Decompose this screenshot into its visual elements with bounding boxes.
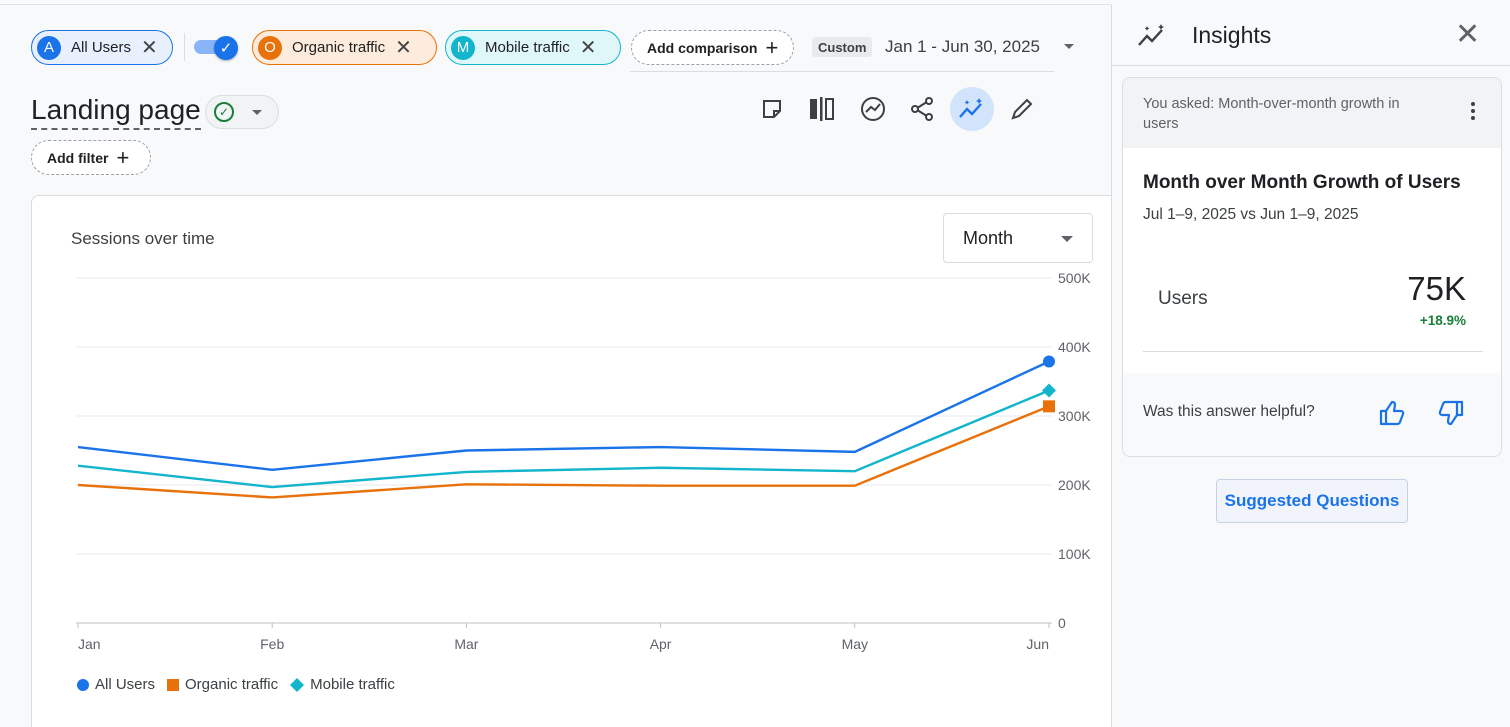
y-tick-label: 300K	[1058, 408, 1091, 424]
segment-avatar: M	[451, 35, 475, 60]
report-status-dropdown[interactable]: ✓	[205, 95, 279, 129]
close-icon[interactable]: ✕	[579, 36, 597, 59]
chart-title: Sessions over time	[71, 229, 215, 248]
x-tick-label: Mar	[454, 636, 478, 652]
check-icon: ✓	[214, 36, 238, 60]
more-vert-icon[interactable]	[1471, 102, 1475, 120]
data-point	[1043, 400, 1055, 413]
series-line	[77, 389, 1050, 489]
page-title[interactable]: Landing page	[31, 94, 201, 130]
y-tick-label: 0	[1058, 615, 1066, 631]
legend-item-organic-traffic: Organic traffic	[167, 676, 278, 693]
chip-label: Organic traffic	[292, 39, 386, 56]
compare-icon[interactable]	[802, 89, 842, 129]
note-icon[interactable]	[752, 89, 792, 129]
chevron-down-icon[interactable]	[1064, 44, 1074, 49]
add-filter-button[interactable]: Add filter +	[31, 140, 151, 175]
date-custom-badge: Custom	[812, 37, 873, 57]
top-divider	[0, 4, 1110, 5]
plus-icon: +	[116, 144, 130, 170]
legend-square-marker	[167, 678, 180, 691]
insights-header	[1111, 4, 1510, 66]
data-point	[1043, 355, 1055, 368]
check-circle-icon: ✓	[214, 102, 234, 122]
legend-item-mobile-traffic: Mobile traffic	[290, 676, 395, 693]
y-tick-label: 400K	[1058, 339, 1091, 355]
asked-question: You asked: Month-over-month growth in us…	[1123, 78, 1501, 148]
legend-label: All Users	[95, 676, 156, 693]
add-comparison-button[interactable]: Add comparison +	[631, 30, 794, 65]
x-tick-label: Feb	[260, 636, 284, 652]
comparison-chip-all-users[interactable]: A All Users ✕	[31, 30, 173, 65]
comparison-chip-organic-traffic[interactable]: O Organic traffic ✕	[252, 30, 437, 65]
series-line	[77, 360, 1050, 472]
insights-trend-icon[interactable]	[853, 89, 893, 129]
chip-separator	[184, 33, 185, 61]
insights-title: Insights	[1192, 22, 1272, 48]
insight-period: Jul 1–9, 2025 vs Jun 1–9, 2025	[1143, 206, 1359, 223]
metric-label: Users	[1158, 288, 1208, 309]
legend-label: Mobile traffic	[310, 676, 395, 693]
add-filter-label: Add filter	[47, 149, 109, 166]
feedback-prompt: Was this answer helpful?	[1143, 403, 1315, 420]
suggested-questions-button[interactable]: Suggested Questions	[1216, 479, 1408, 523]
ai-insights-icon[interactable]	[950, 87, 994, 131]
thumb-down-icon[interactable]	[1437, 399, 1465, 427]
legend-label: Organic traffic	[185, 676, 279, 693]
segment-avatar: A	[37, 35, 61, 60]
metric-delta: +18.9%	[1419, 313, 1466, 328]
close-icon[interactable]: ✕	[141, 36, 158, 59]
plus-icon: +	[765, 34, 779, 60]
x-tick-label: Jan	[78, 636, 101, 652]
chart-legend: All Users Organic traffic Mobile traffic	[77, 676, 407, 693]
data-point	[1042, 383, 1056, 398]
chevron-down-icon	[1061, 236, 1073, 242]
share-icon[interactable]	[902, 89, 942, 129]
comparison-chip-mobile-traffic[interactable]: M Mobile traffic ✕	[445, 30, 621, 65]
y-tick-label: 100K	[1058, 546, 1091, 562]
date-range-picker[interactable]: Jan 1 - Jun 30, 2025	[885, 37, 1041, 56]
granularity-select[interactable]: Month	[943, 213, 1093, 263]
close-icon[interactable]: ✕	[395, 36, 412, 59]
legend-circle-marker	[77, 678, 89, 691]
comparison-toggle[interactable]: ✓	[194, 36, 238, 60]
granularity-value: Month	[963, 227, 1014, 248]
insight-heading: Month over Month Growth of Users	[1143, 172, 1461, 193]
thumb-up-icon[interactable]	[1378, 399, 1406, 427]
x-tick-label: Apr	[650, 636, 672, 652]
x-tick-label: May	[842, 636, 868, 652]
add-comparison-label: Add comparison	[647, 39, 758, 56]
chip-label: All Users	[71, 39, 132, 56]
edit-icon[interactable]	[1002, 89, 1042, 129]
insight-divider	[1143, 351, 1483, 352]
insight-card: You asked: Month-over-month growth in us…	[1122, 77, 1502, 457]
chevron-down-icon	[252, 109, 262, 115]
sessions-chart: 0 100K 200K 300K 400K 500K Jan Feb Mar Apr May Jun	[76, 270, 1091, 652]
series-line	[77, 405, 1050, 499]
segment-avatar: O	[258, 35, 282, 60]
chart-card	[31, 195, 1111, 727]
x-tick-label: Jun	[1026, 636, 1049, 652]
y-tick-label: 500K	[1058, 270, 1091, 286]
chip-row-divider	[630, 71, 1054, 72]
feedback-row: Was this answer helpful?	[1123, 373, 1501, 456]
ai-insights-icon	[1138, 24, 1164, 46]
legend-item-all-users: All Users	[77, 676, 155, 693]
y-tick-label: 200K	[1058, 477, 1091, 493]
chip-label: Mobile traffic	[485, 39, 570, 56]
close-icon[interactable]: ✕	[1455, 18, 1481, 51]
metric-value: 75K	[1407, 270, 1466, 307]
legend-diamond-marker	[290, 677, 305, 692]
